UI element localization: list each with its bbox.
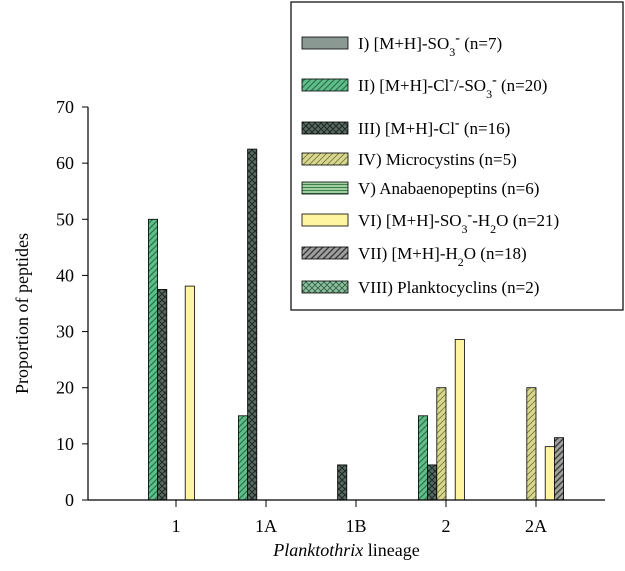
legend-label-2: II) [M+H]-Cl-/-SO3- (n=20) <box>358 73 547 102</box>
x-tick-label-2A: 2A <box>525 516 547 536</box>
legend-label-7: VII) [M+H]-H2O (n=18) <box>358 244 527 269</box>
legend-label-4: IV) Microcystins (n=5) <box>358 150 517 169</box>
legend-label-6: VI) [M+H]-SO3--H2O (n=21) <box>358 208 559 237</box>
y-tick-label-20: 20 <box>56 378 74 398</box>
x-tick-label-2: 2 <box>442 516 451 536</box>
y-tick-label-10: 10 <box>56 434 74 454</box>
bar-2-2 <box>417 415 428 501</box>
legend-swatch-8 <box>301 280 349 294</box>
y-tick-label-0: 0 <box>65 490 74 510</box>
bar-3-1A <box>247 148 258 501</box>
x-tick-label-1A: 1A <box>255 516 277 536</box>
x-tick-label-1: 1 <box>172 516 181 536</box>
bar-6-1 <box>184 285 195 501</box>
y-tick-label-60: 60 <box>56 153 74 173</box>
legend-swatch-6 <box>301 213 349 227</box>
legend-label-8: VIII) Planktocyclins (n=2) <box>358 278 539 297</box>
y-tick-label-50: 50 <box>56 209 74 229</box>
bar-7-2A <box>554 437 565 501</box>
bar-4-2 <box>436 387 447 501</box>
legend-label-1: I) [M+H]-SO3- (n=7) <box>358 31 502 60</box>
bar-2-1 <box>147 218 158 501</box>
legend-label-3: III) [M+H]-Cl- (n=16) <box>358 116 510 139</box>
legend-swatch-3 <box>301 121 349 135</box>
y-tick-label-30: 30 <box>56 322 74 342</box>
bar-6-2A <box>544 446 555 501</box>
bar-2-1A <box>237 415 248 501</box>
y-axis-title: Proportion of peptides <box>12 233 32 394</box>
x-axis-title: Planktothrix lineage <box>272 540 419 560</box>
legend: I) [M+H]-SO3- (n=7) II) [M+H]-Cl-/-SO3- (… <box>290 1 624 311</box>
legend-swatch-1 <box>301 36 349 50</box>
legend-swatch-5 <box>301 181 349 195</box>
y-tick-label-70: 70 <box>56 97 74 117</box>
bar-4-2A <box>526 387 537 501</box>
legend-swatch-2 <box>301 78 349 92</box>
bar-3-2 <box>427 464 438 501</box>
bar-6-2 <box>454 339 465 501</box>
plot-area <box>147 148 565 501</box>
legend-swatch-7 <box>301 246 349 260</box>
bar-3-1 <box>157 289 168 501</box>
bar-3-1B <box>337 464 348 501</box>
axes: 0 10 20 30 40 50 60 70 1 1A 1B 2 2A Planktothrix line… <box>12 97 605 560</box>
legend-label-5: V) Anabaenopeptins (n=6) <box>358 179 539 198</box>
x-tick-label-1B: 1B <box>345 516 366 536</box>
y-tick-label-40: 40 <box>56 265 74 285</box>
legend-swatch-4 <box>301 152 349 166</box>
